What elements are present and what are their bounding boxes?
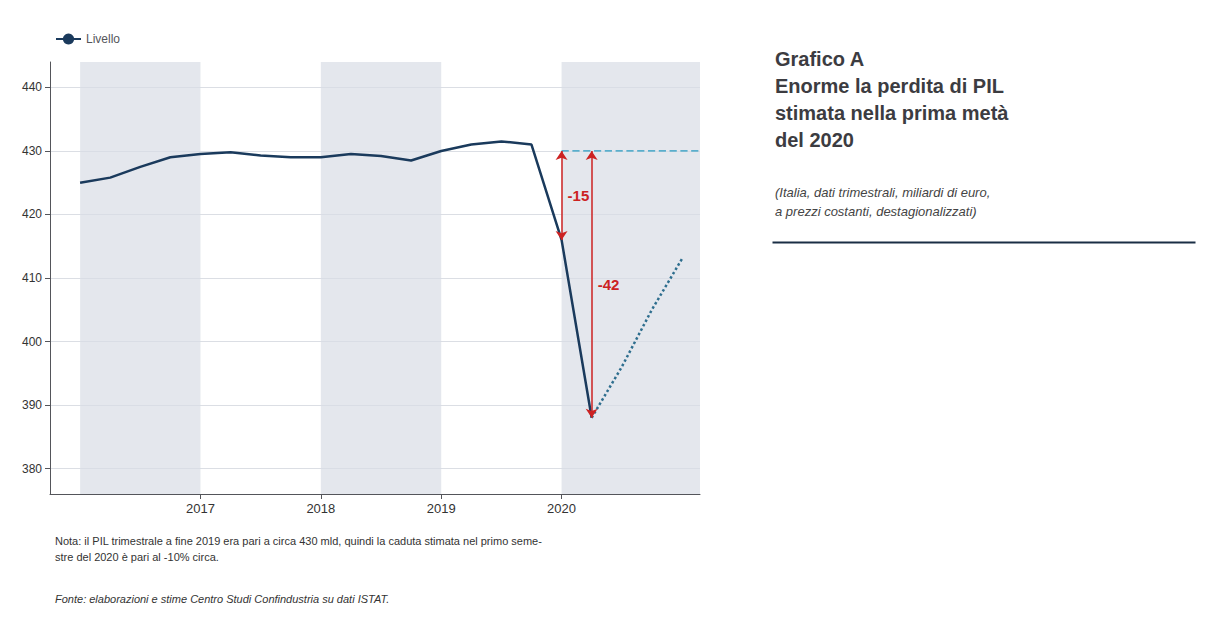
svg-text:430: 430	[22, 144, 42, 158]
svg-text:a prezzi costanti, destagional: a prezzi costanti, destagionalizzati)	[775, 204, 977, 219]
svg-text:2020: 2020	[547, 501, 576, 516]
svg-text:-42: -42	[598, 276, 620, 293]
svg-text:Fonte: elaborazioni e stime Ce: Fonte: elaborazioni e stime Centro Studi…	[55, 593, 389, 605]
svg-text:Grafico A: Grafico A	[775, 48, 864, 70]
svg-text:380: 380	[22, 462, 42, 476]
svg-text:2018: 2018	[306, 501, 335, 516]
svg-text:390: 390	[22, 398, 42, 412]
svg-text:del 2020: del 2020	[775, 129, 854, 151]
svg-text:Nota: il PIL trimestrale a fin: Nota: il PIL trimestrale a fine 2019 era…	[55, 535, 542, 547]
svg-text:stre del 2020 è pari al -10% c: stre del 2020 è pari al -10% circa.	[55, 551, 219, 563]
svg-text:420: 420	[22, 207, 42, 221]
svg-text:2017: 2017	[186, 501, 215, 516]
svg-text:410: 410	[22, 271, 42, 285]
svg-text:2019: 2019	[427, 501, 456, 516]
svg-text:Enorme la perdita di PIL: Enorme la perdita di PIL	[775, 75, 1004, 97]
svg-text:-15: -15	[568, 187, 590, 204]
svg-text:stimata nella prima metà: stimata nella prima metà	[775, 102, 1009, 124]
svg-text:Livello: Livello	[86, 32, 120, 46]
svg-text:400: 400	[22, 335, 42, 349]
svg-text:440: 440	[22, 80, 42, 94]
svg-text:(Italia, dati trimestrali, mil: (Italia, dati trimestrali, miliardi di e…	[775, 185, 990, 200]
